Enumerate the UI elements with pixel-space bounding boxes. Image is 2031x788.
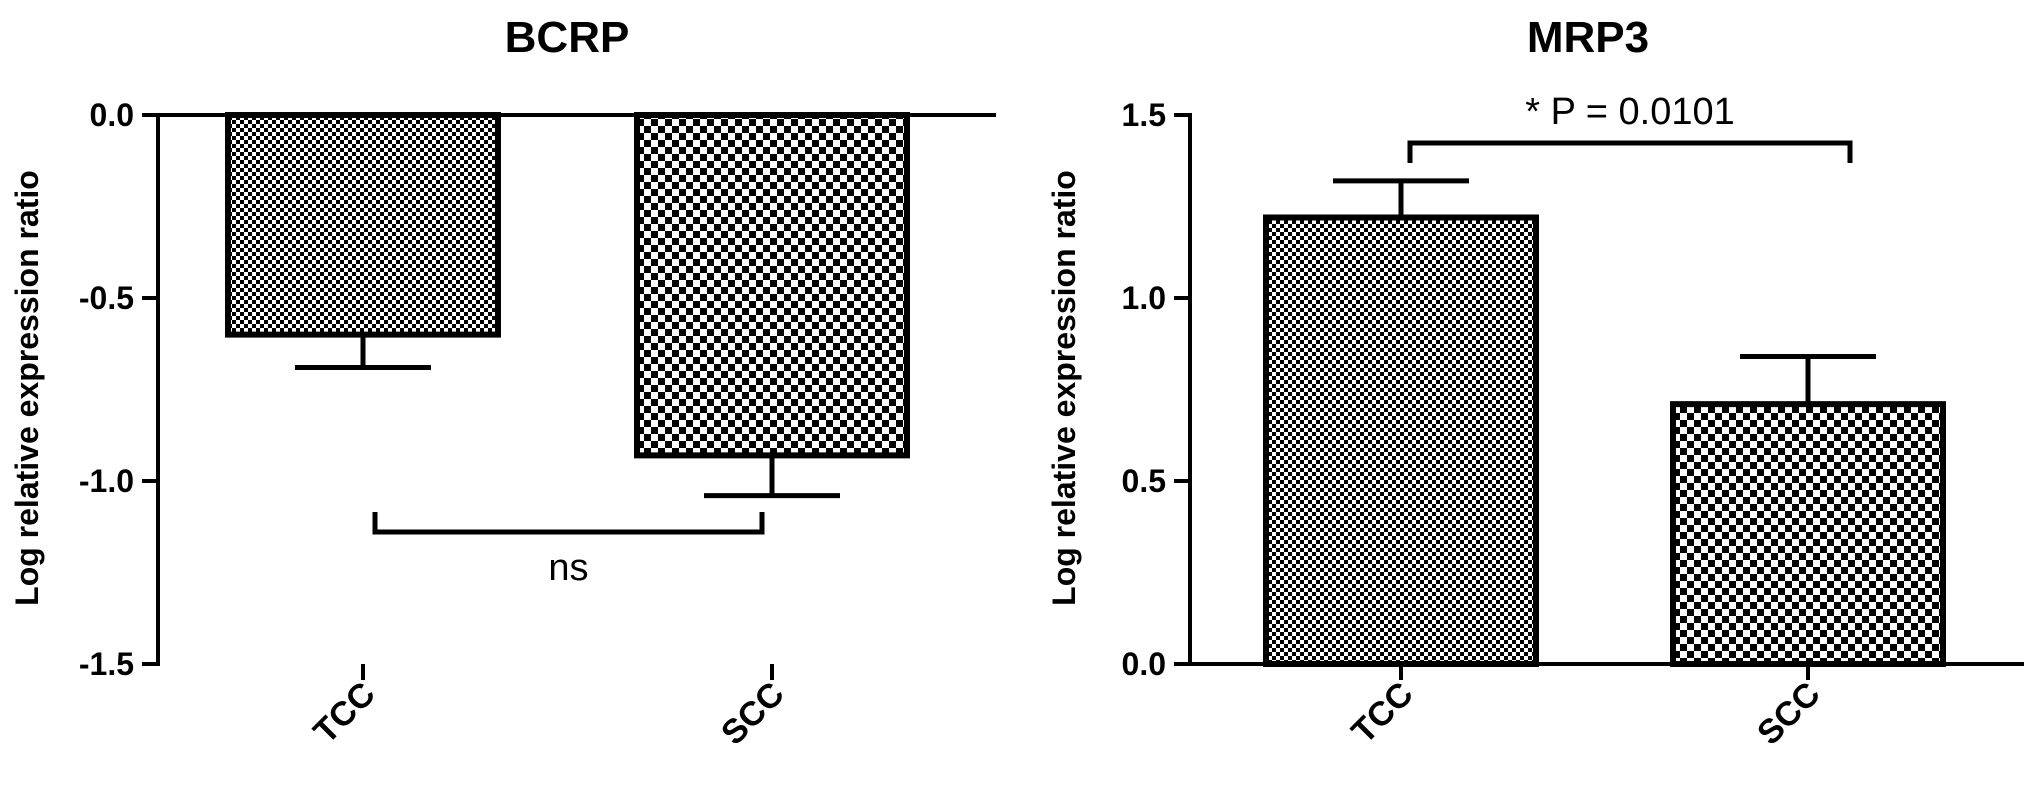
- bar-tcc: [1263, 214, 1539, 667]
- y-tick-label: 0.5: [1122, 463, 1166, 499]
- chart-mrp3: MRP3 Log relative expression ratio 0.00.…: [1046, 13, 2024, 752]
- significance-label: ns: [548, 547, 588, 589]
- significance-label: * P = 0.0101: [1525, 91, 1735, 133]
- chart-title: MRP3: [1527, 13, 1649, 62]
- significance-bracket: [372, 512, 765, 535]
- y-tick-label: 0.0: [1122, 646, 1166, 682]
- y-tick-label: -1.5: [79, 646, 134, 682]
- x-tick-label: SCC: [1750, 675, 1828, 753]
- y-tick-label: -0.5: [79, 280, 134, 316]
- marks: 0.0 -0.5 -1.0 -1.5 TCC SCC ns: [79, 97, 996, 752]
- chart-title: BCRP: [505, 13, 630, 62]
- y-axis-label: Log relative expression ratio: [1046, 170, 1082, 606]
- marks: 0.0 0.5 1.0 1.5 TCC SCC * P = 0.0101: [1122, 91, 2024, 752]
- y-tick-label: -1.0: [79, 463, 134, 499]
- bar-scc: [634, 112, 910, 459]
- x-tick-label: SCC: [714, 675, 792, 753]
- significance-bracket: [1407, 140, 1853, 163]
- y-tick-label: 1.5: [1122, 97, 1166, 133]
- x-tick-label: TCC: [306, 675, 382, 751]
- x-tick-label: TCC: [1344, 675, 1420, 751]
- y-tick-label: 1.0: [1122, 280, 1166, 316]
- bar-scc: [1670, 401, 1946, 667]
- bar-tcc: [225, 112, 501, 338]
- y-tick-label: 0.0: [90, 97, 134, 133]
- chart-bcrp: BCRP Log relative expression ratio 0.0 -0…: [9, 13, 996, 752]
- y-axis-label: Log relative expression ratio: [9, 170, 45, 606]
